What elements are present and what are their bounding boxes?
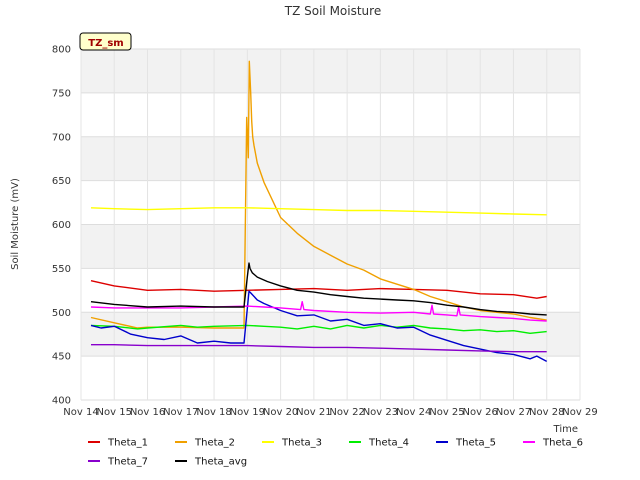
plot-band [81,312,580,357]
y-tick-label: 550 [52,264,71,275]
series-line-theta-1 [90,280,547,299]
plot-band [81,136,580,181]
series-line-theta-3 [90,207,547,216]
y-axis-ticks: 400 450 500 550 600 650 700 750 800 [52,45,71,407]
chart-title: TZ Soil Moisture [284,4,381,18]
series-line-theta-5 [90,290,548,363]
x-tick-label: Nov 27 [496,407,531,418]
y-tick-label: 750 [52,88,71,99]
legend-label-theta-avg: Theta_avg [194,457,247,468]
x-axis-label: Time [553,424,578,435]
series-line-theta-2 [90,60,547,329]
x-tick-label: Nov 20 [263,407,298,418]
x-tick-label: Nov 17 [163,407,198,418]
station-badge-box [79,32,132,51]
x-tick-label: Nov 18 [196,407,231,418]
x-tick-label: Nov 28 [529,407,564,418]
x-tick-label: Nov 24 [396,407,431,418]
x-tick-label: Nov 25 [429,407,464,418]
x-tick-label: Nov 14 [63,407,98,418]
x-tick-label: Nov 15 [97,407,132,418]
y-tick-label: 500 [52,308,71,319]
x-tick-label: Nov 19 [230,407,265,418]
y-tick-label: 800 [52,45,71,56]
plot-band [81,49,580,93]
x-tick-label: Nov 26 [462,407,497,418]
y-axis-label: Soil Moisture (mV) [10,178,21,270]
series-line-theta-4 [90,324,547,334]
x-tick-label: Nov 22 [329,407,364,418]
legend-label-theta-6: Theta_6 [542,438,583,449]
y-tick-label: 650 [52,176,71,187]
legend-label-theta-4: Theta_4 [368,438,409,449]
legend-label-theta-5: Theta_5 [455,438,496,449]
legend-label-theta-2: Theta_2 [194,438,235,449]
y-tick-label: 400 [52,396,71,407]
y-tick-label: 700 [52,132,71,143]
legend-label-theta-1: Theta_1 [107,438,148,449]
series-line-theta-avg [90,262,547,316]
series-line-theta-7 [91,344,547,353]
x-tick-label: Nov 16 [130,407,165,418]
station-badge-label: TZ_sm [88,38,123,49]
series-lines [90,60,548,363]
x-tick-label: Nov 21 [296,407,331,418]
plot-band [81,224,580,269]
legend-label-theta-7: Theta_7 [107,457,148,468]
y-tick-label: 450 [52,352,71,363]
y-tick-label: 600 [52,220,71,231]
x-tick-label: Nov 29 [562,407,597,418]
station-badge: TZ_sm [79,32,132,51]
legend-label-theta-3: Theta_3 [281,438,322,449]
legend: Theta_1 Theta_2 Theta_3 Theta_4 Theta_5 Theta… [88,438,583,468]
x-tick-label: Nov 23 [363,407,398,418]
